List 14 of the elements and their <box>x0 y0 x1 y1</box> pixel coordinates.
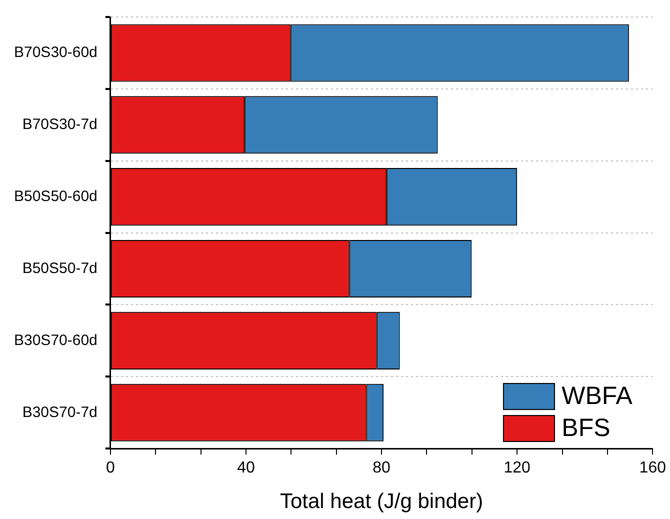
legend-label: BFS <box>562 414 610 443</box>
y-tick-label: B70S30-60d <box>14 44 98 62</box>
x-tick-label: 40 <box>237 460 255 477</box>
x-tick-label: 160 <box>639 460 666 477</box>
y-tick-label: B30S70-60d <box>14 332 98 349</box>
x-axis-title: Total heat (J/g binder) <box>280 490 484 514</box>
x-tick-label: 0 <box>106 460 115 477</box>
y-tick-label: B70S30-7d <box>22 116 98 134</box>
x-tick-label: 120 <box>504 460 531 477</box>
x-tick-label: 80 <box>372 460 391 477</box>
y-tick-label: B50S50-7d <box>22 260 98 277</box>
y-tick-label: B30S70-7d <box>22 404 98 421</box>
y-tick-label: B50S50-60d <box>14 188 98 205</box>
legend-label: WBFA <box>562 382 632 411</box>
